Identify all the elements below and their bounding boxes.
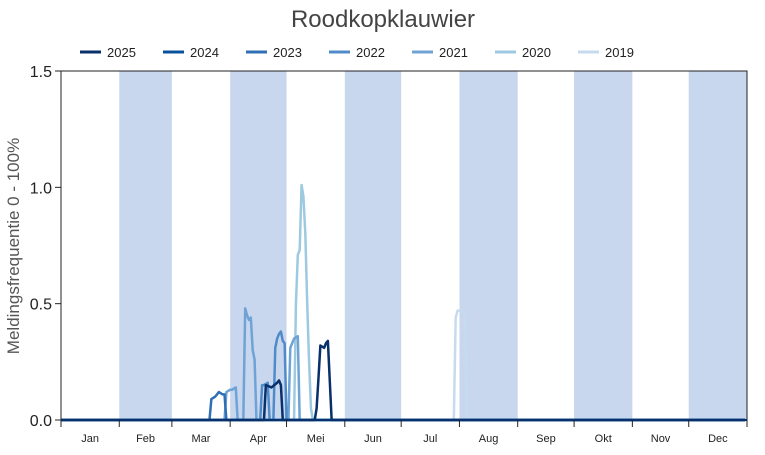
legend-label-2020: 2020 [522, 45, 551, 60]
series-line-2022 [61, 330, 746, 422]
legend-label-2022: 2022 [356, 45, 385, 60]
legend-item-2020: 2020 [495, 45, 551, 60]
x-tick-label-aug: Aug [479, 433, 499, 445]
legend-label-2023: 2023 [273, 45, 302, 60]
x-tick-label-nov: Nov [651, 433, 671, 445]
x-tick-label-feb: Feb [136, 433, 155, 445]
x-tick-label-apr: Apr [250, 433, 267, 445]
month-band-feb [119, 71, 172, 420]
legend-label-2019: 2019 [605, 45, 634, 60]
y-tick-label: 0.0 [30, 413, 52, 430]
x-tick-label-okt: Okt [595, 433, 612, 445]
x-axis: Jan Feb Mar Apr Mei Jun Jul Aug Sep Okt Nov Dec [60, 420, 748, 445]
x-tick-label-sep: Sep [536, 433, 556, 445]
x-tick-label-dec: Dec [708, 433, 728, 445]
month-band-dec [688, 71, 747, 420]
legend-item-2021: 2021 [412, 45, 468, 60]
y-axis: 0.0 0.5 1.0 1.5 [30, 64, 61, 430]
series-line-2020 [61, 183, 746, 422]
y-tick-label: 1.5 [30, 64, 52, 81]
legend-label-2021: 2021 [439, 45, 468, 60]
x-tick-label-jul: Jul [423, 433, 437, 445]
series-line-2025 [61, 339, 746, 422]
x-tick-label-jun: Jun [364, 433, 382, 445]
series-line-2023 [61, 390, 746, 422]
legend-item-2019: 2019 [578, 45, 634, 60]
legend-item-2022: 2022 [329, 45, 385, 60]
legend-item-2024: 2024 [163, 45, 219, 60]
legend: 2025 2024 2023 2022 2021 2020 2019 [80, 45, 634, 60]
x-tick-label-jan: Jan [81, 433, 99, 445]
chart-title: Roodkopklauwier [291, 6, 475, 33]
month-band-jun [344, 71, 402, 420]
month-band-aug [459, 71, 518, 420]
month-band-okt [574, 71, 633, 420]
legend-item-2025: 2025 [80, 45, 136, 60]
series-line-2019 [61, 309, 746, 422]
legend-label-2024: 2024 [190, 45, 219, 60]
y-axis-label: Meldingsfrequentie 0 - 100% [4, 138, 23, 354]
series-line-2021 [61, 307, 746, 422]
legend-item-2023: 2023 [246, 45, 302, 60]
y-tick-label: 1.0 [30, 180, 52, 197]
legend-label-2025: 2025 [107, 45, 136, 60]
month-band-apr [230, 71, 287, 420]
month-shading [119, 71, 747, 420]
x-tick-label-mar: Mar [192, 433, 211, 445]
x-tick-label-mei: Mei [307, 433, 325, 445]
y-tick-label: 0.5 [30, 297, 52, 314]
